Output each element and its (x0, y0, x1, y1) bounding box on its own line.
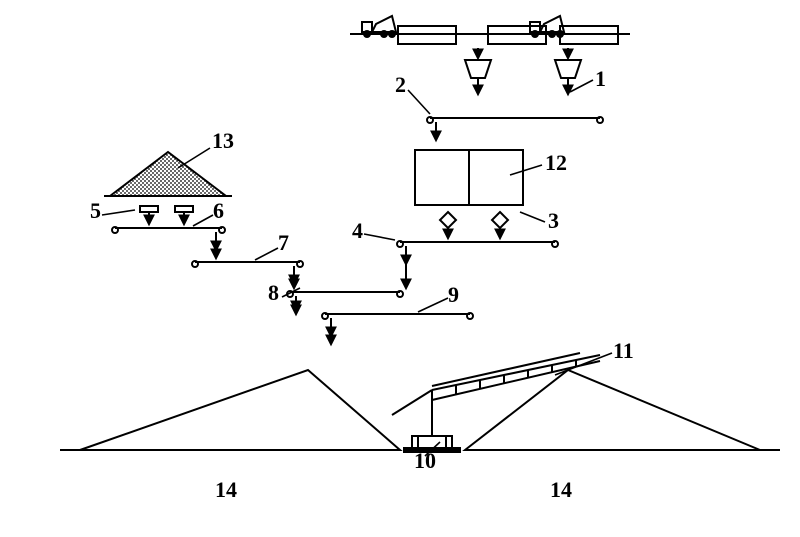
callout-1: 1 (595, 66, 606, 91)
callout-10: 10 (414, 448, 436, 473)
callout-13: 13 (212, 128, 234, 153)
callout-14: 14 (550, 477, 572, 502)
callout-12: 12 (545, 150, 567, 175)
callout-11: 11 (613, 338, 634, 363)
callout-4: 4 (352, 218, 363, 243)
process-flow-diagram: 123456789101112131414 (0, 0, 800, 537)
callout-14: 14 (215, 477, 237, 502)
callout-5: 5 (90, 198, 101, 223)
callout-8: 8 (268, 280, 279, 305)
callout-7: 7 (278, 230, 289, 255)
callout-2: 2 (395, 72, 406, 97)
callout-6: 6 (213, 198, 224, 223)
callout-3: 3 (548, 208, 559, 233)
callout-9: 9 (448, 282, 459, 307)
